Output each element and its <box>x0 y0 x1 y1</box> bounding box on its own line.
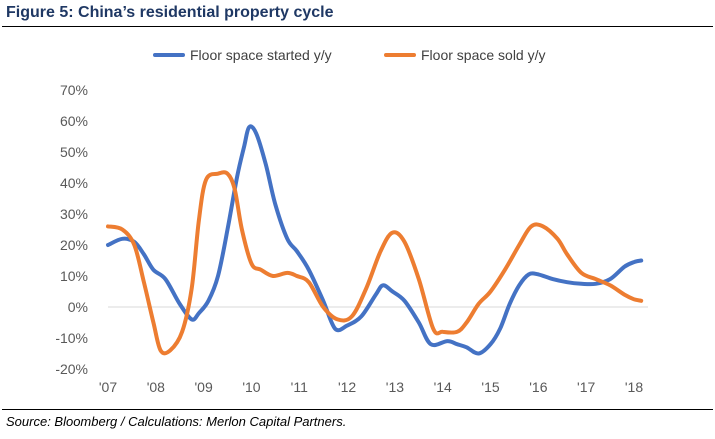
x-tick-label: '12 <box>338 379 356 395</box>
x-tick-label: '10 <box>242 379 260 395</box>
x-tick-label: '14 <box>434 379 452 395</box>
x-tick-label: '11 <box>291 379 308 395</box>
series-lines <box>106 124 644 356</box>
x-tick-label: '07 <box>99 379 117 395</box>
y-tick-label: 70% <box>60 82 88 98</box>
figure-title: Figure 5: China’s residential property c… <box>6 4 334 21</box>
y-axis-ticks: 70% 60% 50% 40% 30% 20% 10% 0% -10% -20% <box>55 82 88 377</box>
x-tick-label: '13 <box>386 379 404 395</box>
source-rule <box>2 409 713 410</box>
y-tick-label: 40% <box>60 175 88 191</box>
y-tick-label: -20% <box>55 361 88 377</box>
y-tick-label: -10% <box>55 330 88 346</box>
title-rule <box>2 26 713 27</box>
x-tick-label: '18 <box>625 379 643 395</box>
x-tick-label: '16 <box>529 379 547 395</box>
legend: Floor space started y/y Floor space sold… <box>153 47 546 63</box>
y-tick-label: 0% <box>68 299 88 315</box>
legend-label-sold: Floor space sold y/y <box>421 47 546 63</box>
y-tick-label: 30% <box>60 206 88 222</box>
x-axis-ticks: '07 '08 '09 '10 '11 '12 '13 '14 '15 '16 '17 '18 <box>99 379 643 395</box>
series-line-floor-space-started <box>106 124 644 356</box>
y-tick-label: 50% <box>60 144 88 160</box>
x-tick-label: '09 <box>195 379 213 395</box>
y-tick-label: 10% <box>60 268 88 284</box>
y-tick-label: 20% <box>60 237 88 253</box>
x-tick-label: '08 <box>147 379 165 395</box>
legend-label-started: Floor space started y/y <box>190 47 332 63</box>
x-tick-label: '15 <box>481 379 499 395</box>
y-tick-label: 60% <box>60 113 88 129</box>
x-tick-label: '17 <box>577 379 595 395</box>
source-note: Source: Bloomberg / Calculations: Merlon… <box>6 414 347 429</box>
line-chart: Floor space started y/y Floor space sold… <box>55 47 648 395</box>
series-line-floor-space-sold <box>106 170 644 356</box>
